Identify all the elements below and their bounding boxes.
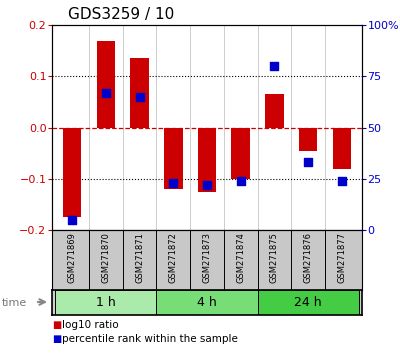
- Text: GSM271869: GSM271869: [68, 232, 77, 283]
- Point: [204, 182, 210, 188]
- Text: 24 h: 24 h: [294, 296, 322, 309]
- Text: GSM271871: GSM271871: [135, 232, 144, 283]
- Point: [338, 178, 345, 184]
- Bar: [258, 290, 359, 315]
- Text: ■: ■: [52, 320, 61, 330]
- Bar: [299, 127, 317, 150]
- Text: 4 h: 4 h: [197, 296, 217, 309]
- Bar: [198, 127, 216, 192]
- Bar: [63, 127, 82, 217]
- Text: 1 h: 1 h: [96, 296, 116, 309]
- Text: GDS3259 / 10: GDS3259 / 10: [68, 7, 174, 22]
- Text: log10 ratio: log10 ratio: [62, 320, 119, 330]
- Point: [238, 178, 244, 184]
- Bar: [156, 290, 258, 315]
- Point: [271, 63, 278, 69]
- Point: [170, 180, 176, 186]
- Text: ■: ■: [52, 334, 61, 344]
- Text: GSM271872: GSM271872: [169, 232, 178, 283]
- Text: time: time: [2, 297, 27, 308]
- Text: GSM271877: GSM271877: [337, 232, 346, 283]
- Text: GSM271875: GSM271875: [270, 232, 279, 283]
- Text: GSM271874: GSM271874: [236, 232, 245, 283]
- Bar: [55, 290, 156, 315]
- Bar: [265, 94, 284, 127]
- Text: GSM271873: GSM271873: [202, 232, 212, 283]
- Point: [69, 217, 76, 223]
- Bar: [97, 41, 115, 127]
- Bar: [232, 127, 250, 179]
- Point: [136, 94, 143, 99]
- Point: [305, 160, 311, 165]
- Bar: [332, 127, 351, 169]
- Text: GSM271870: GSM271870: [102, 232, 110, 283]
- Text: GSM271876: GSM271876: [304, 232, 312, 283]
- Text: percentile rank within the sample: percentile rank within the sample: [62, 334, 238, 344]
- Point: [103, 90, 109, 96]
- Bar: [164, 127, 182, 189]
- Bar: [130, 58, 149, 127]
